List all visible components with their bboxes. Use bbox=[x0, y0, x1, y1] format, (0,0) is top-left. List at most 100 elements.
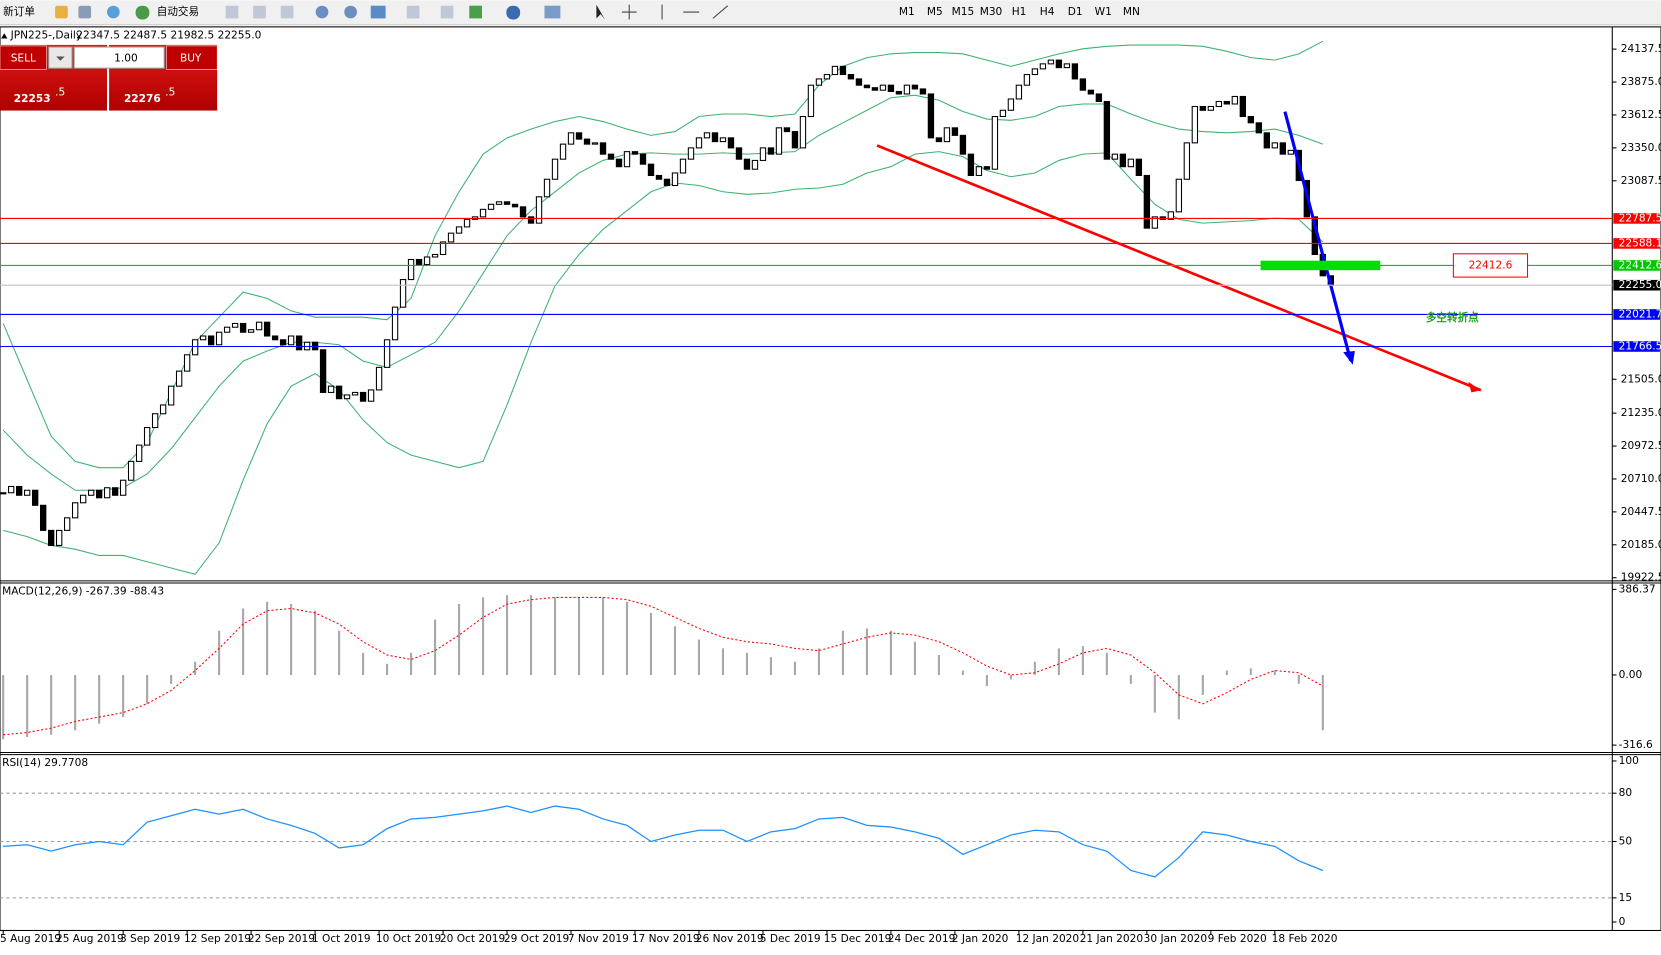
candle bbox=[727, 137, 735, 149]
candle bbox=[815, 78, 823, 86]
candle bbox=[1079, 78, 1087, 91]
x-tick-label: 3 Sep 2019 bbox=[120, 933, 180, 945]
candle bbox=[399, 279, 407, 308]
level-label-bg bbox=[1613, 309, 1660, 320]
candle bbox=[431, 253, 439, 258]
candle bbox=[1135, 158, 1143, 177]
timeframe-button[interactable]: D1 bbox=[1068, 6, 1083, 18]
y-tick-label: 23087.5 bbox=[1621, 175, 1661, 187]
candle bbox=[287, 335, 295, 346]
timeframe-button[interactable]: MN bbox=[1123, 6, 1140, 18]
level-label-bg bbox=[1613, 238, 1660, 249]
level-label: 22021.7 bbox=[1619, 308, 1661, 320]
candle bbox=[1207, 105, 1215, 111]
y-tick-label: 24137.5 bbox=[1621, 43, 1661, 55]
macd-bar bbox=[1297, 674, 1300, 684]
candle bbox=[919, 88, 927, 95]
macd-bar bbox=[386, 663, 389, 675]
candle bbox=[999, 109, 1007, 118]
candle bbox=[559, 143, 567, 160]
candle bbox=[319, 349, 327, 393]
candle bbox=[639, 153, 647, 165]
candle bbox=[367, 389, 375, 402]
macd-bar bbox=[1057, 648, 1060, 675]
candle bbox=[1023, 73, 1031, 86]
candle bbox=[1055, 59, 1063, 69]
macd-bar bbox=[1249, 668, 1252, 675]
macd-bar bbox=[1105, 652, 1108, 675]
sell-price-pip: .5 bbox=[55, 87, 65, 99]
macd-bar bbox=[769, 657, 773, 675]
lot-input[interactable] bbox=[73, 46, 165, 69]
y-tick-label: 23350.0 bbox=[1621, 142, 1661, 154]
macd-bar bbox=[433, 619, 437, 675]
candle bbox=[767, 147, 775, 155]
candle bbox=[1287, 149, 1295, 155]
y-tick-label: 20972.5 bbox=[1621, 440, 1661, 452]
ohlc-header: 22347.5 22487.5 21982.5 22255.0 bbox=[76, 29, 261, 41]
candle bbox=[1279, 142, 1287, 155]
buy-button[interactable]: BUY bbox=[180, 53, 202, 65]
candle bbox=[1047, 59, 1055, 65]
timeframe-button[interactable]: M30 bbox=[980, 6, 1003, 18]
candle bbox=[807, 84, 815, 118]
candle bbox=[599, 142, 607, 155]
sell-button[interactable]: SELL bbox=[11, 53, 36, 65]
y-tick-label: 386.37 bbox=[1619, 583, 1656, 595]
macd-bar bbox=[1225, 670, 1228, 675]
macd-bar bbox=[745, 652, 749, 675]
candle bbox=[415, 258, 423, 266]
y-tick-label: 21505.0 bbox=[1621, 373, 1661, 385]
macd-title: MACD(12,26,9) -267.39 -88.43 bbox=[2, 585, 164, 597]
timeframe-button[interactable]: M1 bbox=[899, 6, 915, 18]
timeframe-button[interactable]: W1 bbox=[1095, 6, 1112, 18]
y-tick-label: -316.6 bbox=[1619, 739, 1653, 751]
candle bbox=[1127, 158, 1135, 168]
x-tick-label: 18 Feb 2020 bbox=[1272, 933, 1338, 945]
macd-bar bbox=[673, 626, 677, 675]
trade-panel: SELL BUY 1.00 22253 .5 22276 .5 bbox=[0, 44, 218, 111]
macd-bar bbox=[601, 597, 605, 675]
macd-bar bbox=[218, 630, 221, 675]
candle bbox=[895, 90, 903, 95]
candle bbox=[903, 84, 911, 95]
y-tick-label: 0 bbox=[1619, 916, 1626, 928]
candle bbox=[1119, 153, 1127, 168]
level-label: 22787.5 bbox=[1619, 212, 1661, 224]
candle bbox=[951, 127, 959, 136]
candle bbox=[343, 394, 351, 400]
bollinger-middle bbox=[2, 94, 1323, 491]
macd-bar bbox=[1177, 674, 1180, 720]
candle bbox=[0, 492, 7, 495]
candle bbox=[911, 84, 919, 90]
candle bbox=[1151, 216, 1159, 229]
auto-trading-button[interactable]: 自动交易 bbox=[157, 5, 199, 18]
timeframe-button[interactable]: M5 bbox=[927, 6, 943, 18]
candle bbox=[927, 93, 935, 139]
candle bbox=[647, 163, 655, 177]
timeframe-button[interactable]: H4 bbox=[1040, 6, 1055, 18]
macd-bar bbox=[697, 639, 701, 675]
candle bbox=[967, 153, 975, 177]
sell-price: 22253 bbox=[14, 93, 51, 105]
timeframe-button[interactable]: H1 bbox=[1012, 6, 1027, 18]
timeframe-button[interactable]: M15 bbox=[952, 6, 975, 18]
trend-line bbox=[876, 144, 1482, 392]
candle bbox=[1071, 63, 1079, 80]
macd-bar bbox=[985, 674, 988, 687]
candle bbox=[1111, 153, 1119, 160]
candle bbox=[1015, 84, 1023, 100]
candle bbox=[247, 329, 255, 333]
candle bbox=[663, 178, 671, 187]
macd-panel: MACD(12,26,9) -267.39 -88.43 386.37 0.00 -3… bbox=[2, 583, 1656, 751]
macd-bar bbox=[817, 648, 821, 675]
new-order-button[interactable]: 新订单 bbox=[3, 5, 35, 18]
macd-bar bbox=[338, 630, 341, 675]
trend-arrow bbox=[1283, 111, 1353, 361]
candle bbox=[1167, 211, 1175, 220]
candle bbox=[271, 335, 279, 341]
level-label-bg bbox=[1613, 279, 1660, 291]
candle bbox=[567, 132, 575, 145]
macd-bar bbox=[889, 630, 892, 675]
